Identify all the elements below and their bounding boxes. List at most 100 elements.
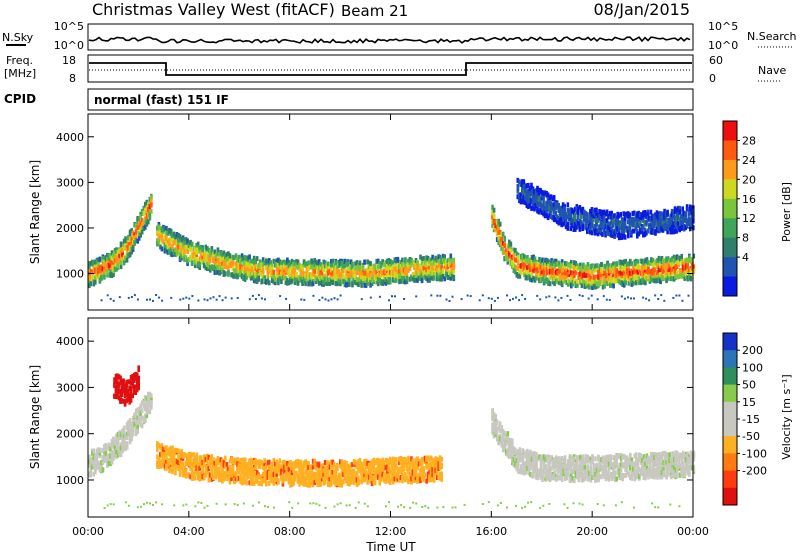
- echo-cell: [206, 262, 209, 267]
- echo-cell: [293, 272, 297, 278]
- echo-cell: [369, 272, 372, 278]
- echo-cell: [624, 266, 627, 272]
- echo-cell: [665, 257, 668, 263]
- echo-cell: [551, 279, 555, 285]
- echo-band-3: [516, 177, 695, 241]
- echo-cell: [648, 261, 652, 267]
- echo-cell: [293, 277, 297, 282]
- echo-cell: [407, 263, 410, 268]
- echo-cell: [425, 262, 428, 268]
- echo-cell: [144, 216, 147, 222]
- echo-cell: [150, 404, 153, 410]
- echo-cell: [618, 260, 621, 266]
- echo-cell: [140, 229, 144, 235]
- echo-cell: [124, 236, 127, 242]
- echo-cell: [675, 270, 679, 276]
- echo-cell: [210, 264, 214, 270]
- echo-cell: [240, 463, 244, 468]
- echo-cell: [615, 268, 618, 274]
- echo-cell: [597, 270, 600, 275]
- echo-cell: [492, 220, 496, 226]
- echo-cell: [107, 446, 111, 452]
- echo-cell: [668, 272, 671, 277]
- echo-cell: [254, 458, 257, 464]
- echo-cell: [233, 268, 236, 274]
- echo-cell: [97, 264, 100, 270]
- echo-cell: [680, 268, 683, 274]
- echo-cell: [617, 230, 621, 236]
- echo-cell: [518, 273, 522, 279]
- echo-cell: [582, 262, 585, 268]
- echo-cell: [195, 452, 198, 458]
- echo-cell: [189, 459, 192, 464]
- echo-cell: [585, 281, 588, 287]
- echo-cell: [630, 278, 634, 284]
- echo-cell: [156, 238, 159, 244]
- echo-cell: [647, 269, 650, 275]
- echo-cell: [109, 253, 112, 259]
- echo-cell: [113, 438, 117, 444]
- echo-cell: [408, 263, 412, 269]
- echo-cell: [498, 239, 502, 245]
- echo-cell: [299, 474, 303, 480]
- echo-cell: [233, 471, 236, 477]
- echo-cell: [527, 257, 531, 263]
- echo-cell: [445, 298, 448, 301]
- echo-cell: [178, 459, 182, 465]
- echo-cell: [216, 460, 220, 466]
- echo-cell: [277, 461, 280, 467]
- echo-cell: [286, 277, 289, 283]
- echo-cell: [683, 265, 686, 271]
- echo-cell: [313, 262, 316, 268]
- echo-cell: [560, 216, 563, 222]
- echo-cell: [221, 252, 224, 258]
- echo-cell: [125, 422, 129, 428]
- echo-cell: [361, 278, 365, 284]
- echo-cell: [222, 256, 226, 262]
- echo-cell: [635, 260, 638, 266]
- echo-cell: [448, 270, 451, 275]
- echo-cell: [293, 268, 297, 274]
- echo-cell: [328, 276, 332, 282]
- echo-cell: [390, 271, 394, 276]
- echo-cell: [669, 269, 673, 275]
- echo-cell: [542, 201, 545, 206]
- echo-cell: [355, 269, 359, 275]
- echo-cell: [583, 272, 587, 278]
- echo-cell: [553, 258, 556, 264]
- echo-cell: [169, 445, 173, 451]
- echo-cell: [224, 462, 227, 468]
- echo-cell: [243, 264, 247, 269]
- echo-cell: [667, 217, 671, 223]
- echo-cell: [221, 255, 224, 261]
- echo-cell: [589, 264, 593, 270]
- echo-cell: [275, 468, 279, 474]
- echo-cell: [614, 215, 618, 221]
- echo-cell: [438, 263, 442, 269]
- echo-cell: [557, 204, 560, 210]
- echo-cell: [207, 454, 211, 460]
- echo-cell: [659, 272, 662, 278]
- echo-cell: [100, 264, 103, 270]
- echo-cell: [339, 294, 342, 297]
- echo-cell: [97, 261, 100, 267]
- echo-cell: [145, 221, 149, 227]
- echo-cell: [251, 294, 254, 297]
- echo-cell: [542, 196, 545, 201]
- echo-cell: [613, 231, 616, 237]
- echo-cell: [370, 270, 374, 276]
- echo-cell: [228, 471, 232, 477]
- echo-cell: [274, 276, 277, 282]
- echo-cell: [376, 264, 380, 270]
- echo-cell: [183, 256, 186, 262]
- echo-cell: [327, 261, 330, 267]
- echo-cell: [249, 275, 253, 281]
- echo-cell: [620, 233, 624, 239]
- echo-cell: [566, 294, 569, 297]
- echo-cell: [389, 277, 392, 283]
- echo-cell: [534, 197, 538, 203]
- echo-cell: [542, 272, 546, 277]
- echo-cell: [612, 283, 615, 289]
- echo-cell: [98, 453, 102, 459]
- echo-cell: [313, 258, 316, 263]
